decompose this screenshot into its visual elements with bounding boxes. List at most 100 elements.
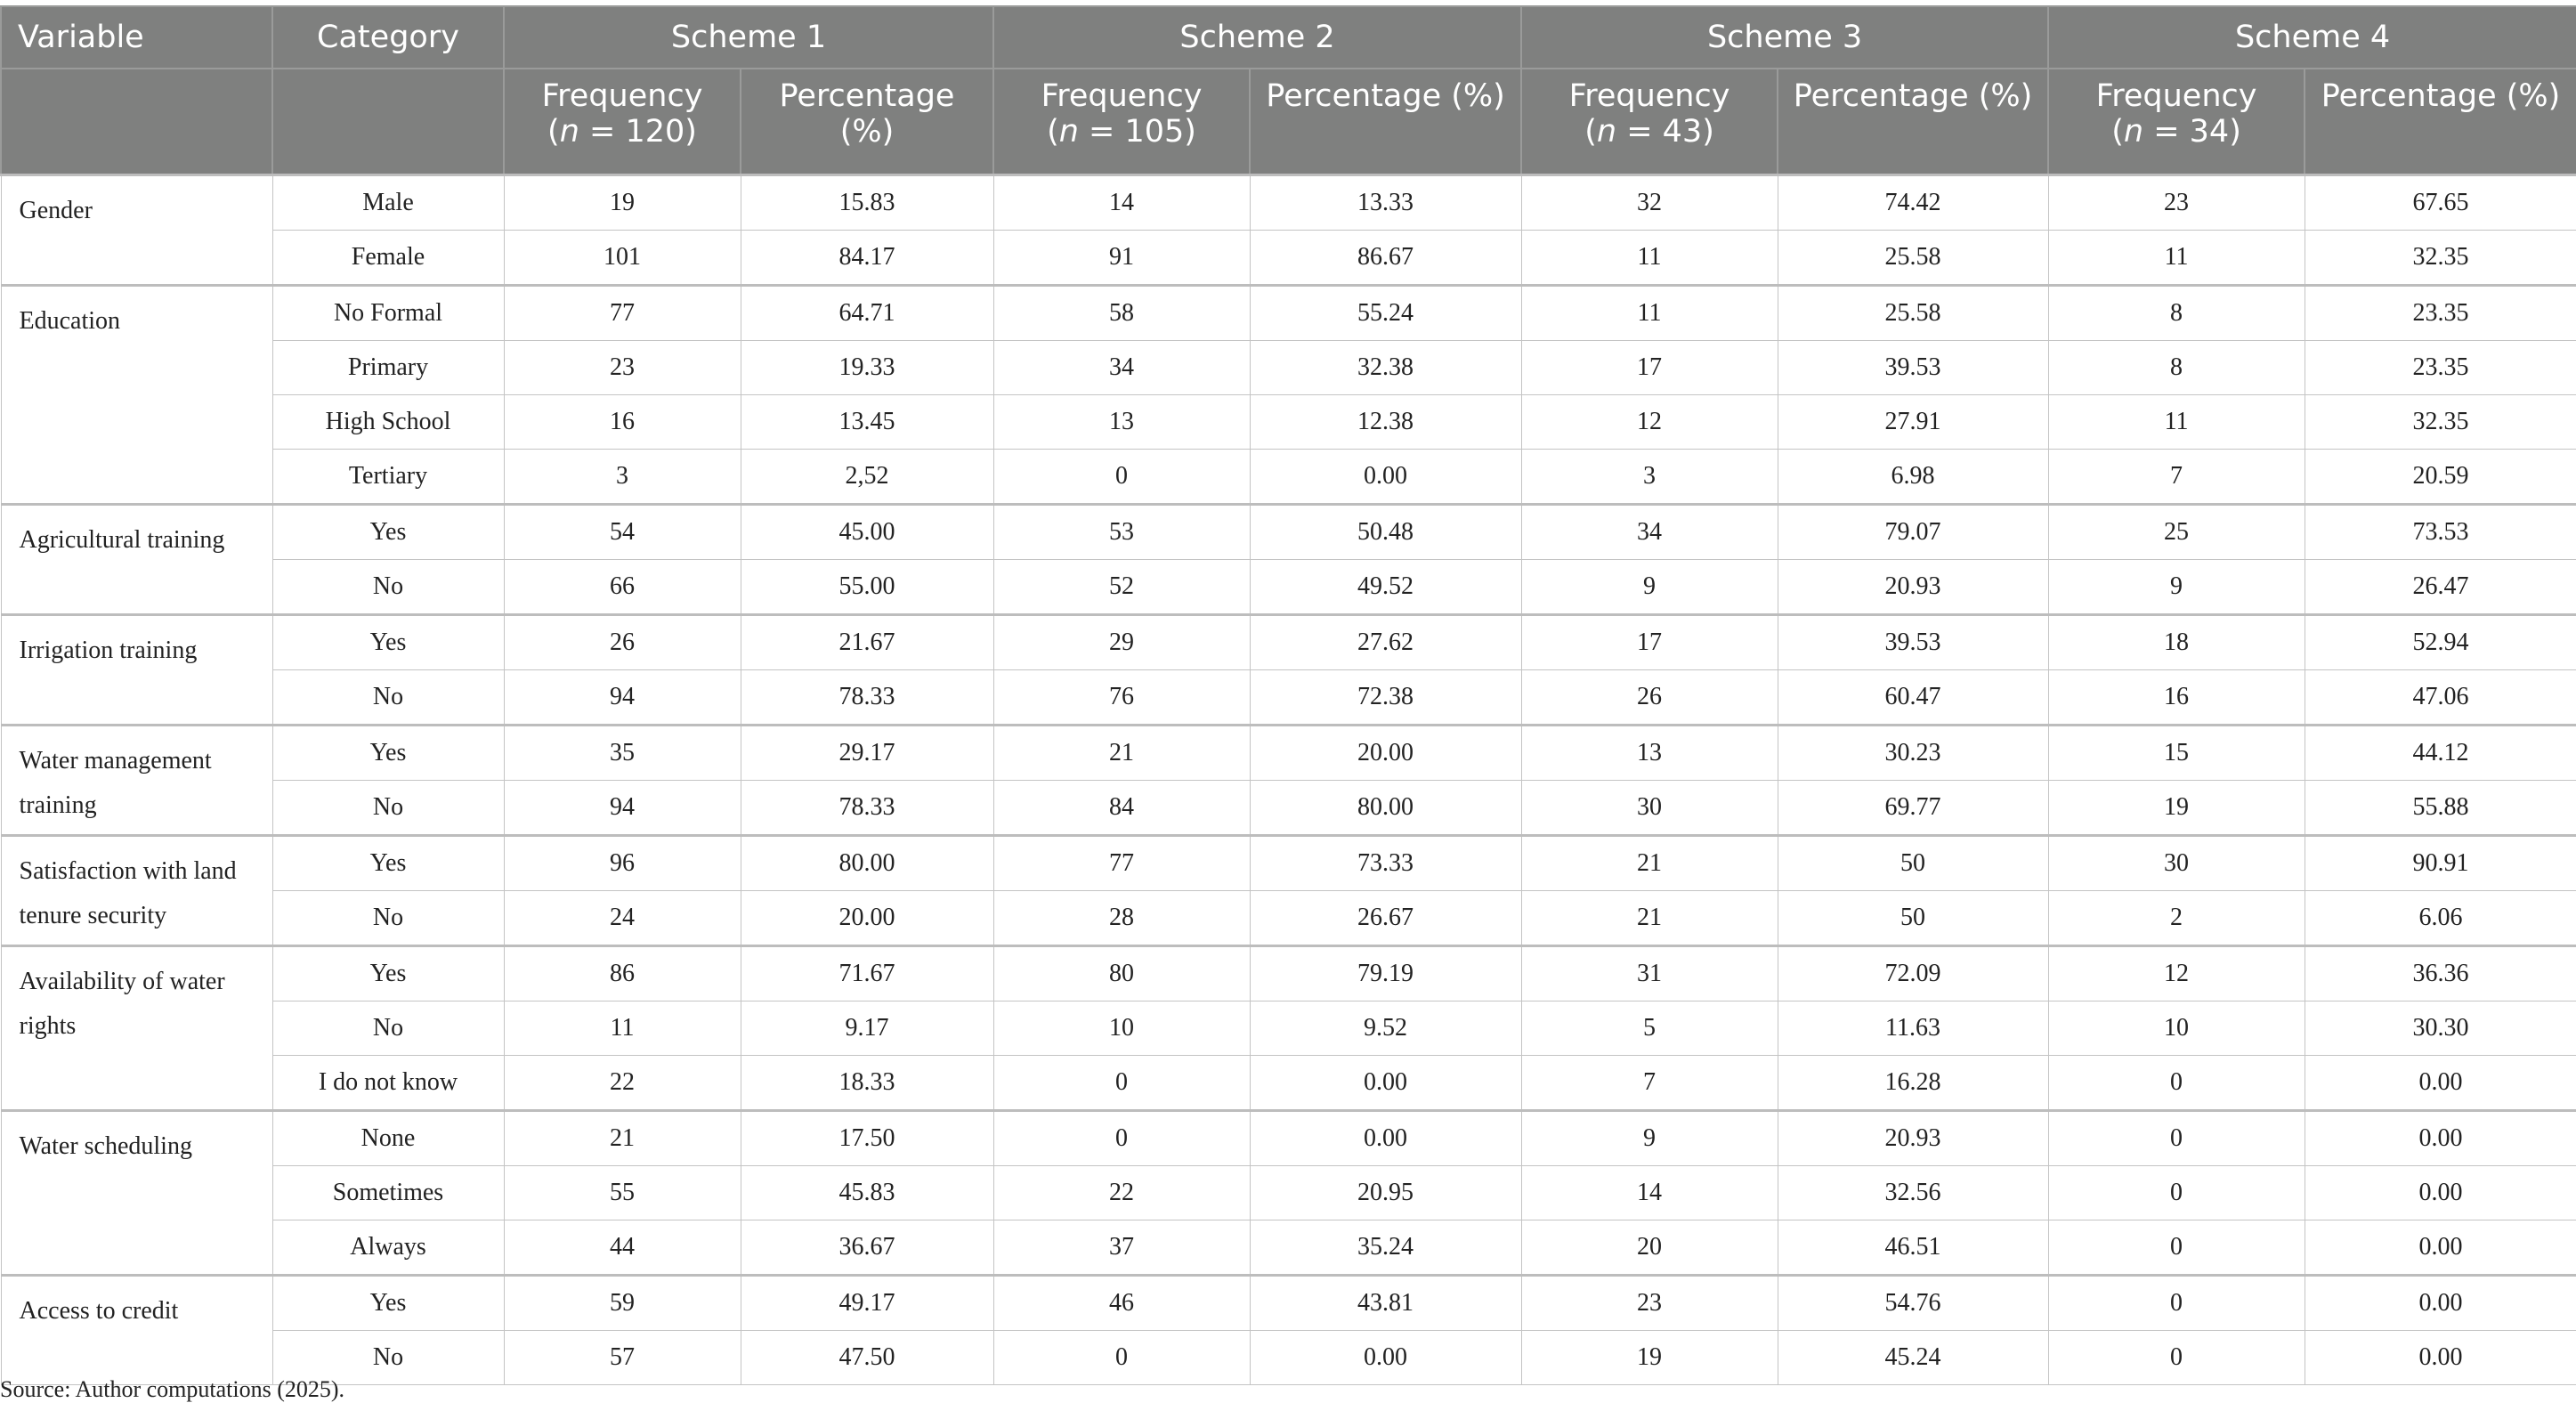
table-row: Education No Formal 77 64.71 58 55.24 11 25.58 8…: [0, 284, 2576, 505]
data-table: Variable Category Scheme 1 Scheme 2 Scheme…: [0, 5, 2576, 1385]
category-cell: No: [271, 669, 505, 726]
table-row: No 24 20.00 28 26.67 21 50 2 6.06: [1, 890, 2576, 946]
table-row: Satisfaction with land tenure security Ye…: [0, 834, 2576, 946]
frequency-cell: 19: [503, 174, 741, 231]
percentage-cell: 69.77: [1777, 780, 2049, 836]
percentage-cell: 74.42: [1777, 174, 2049, 231]
percentage-cell: 60.47: [1777, 669, 2049, 726]
n-value: = 43: [1616, 114, 1703, 150]
frequency-cell: 26: [503, 613, 741, 670]
percentage-cell: 20.93: [1777, 559, 2049, 615]
percentage-cell: 16.28: [1777, 1055, 2049, 1111]
frequency-cell: 31: [1520, 945, 1778, 1001]
frequency-cell: 18: [2047, 613, 2305, 670]
percentage-cell: 73.53: [2304, 503, 2576, 560]
percentage-cell: 45.00: [740, 503, 994, 560]
percentage-cell: 9.17: [740, 1001, 994, 1056]
frequency-cell: 101: [503, 230, 741, 286]
category-cell: Tertiary: [271, 449, 505, 505]
category-cell: No: [271, 890, 505, 946]
table-header: Variable Category Scheme 1 Scheme 2 Scheme…: [0, 5, 2576, 176]
frequency-cell: 21: [992, 724, 1251, 781]
n-value: = 120: [579, 114, 685, 150]
frequency-cell: 0: [992, 1055, 1251, 1111]
category-cell: Male: [271, 174, 505, 231]
frequency-cell: 5: [1520, 1001, 1778, 1056]
percentage-cell: 73.33: [1249, 834, 1522, 891]
category-cell: High School: [271, 394, 505, 450]
frequency-cell: 24: [503, 890, 741, 946]
percentage-cell: 64.71: [740, 284, 994, 341]
percentage-cell: 30.23: [1777, 724, 2049, 781]
header-percentage: Percentage (%): [2304, 68, 2576, 176]
percentage-cell: 20.93: [1777, 1109, 2049, 1166]
frequency-cell: 29: [992, 613, 1251, 670]
percentage-cell: 46.51: [1777, 1220, 2049, 1276]
percentage-cell: 0.00: [2304, 1274, 2576, 1331]
frequency-cell: 21: [503, 1109, 741, 1166]
percentage-cell: 23.35: [2304, 284, 2576, 341]
category-cell: None: [271, 1109, 505, 1166]
variable-cell: Irrigation training: [0, 613, 273, 726]
frequency-cell: 11: [2047, 230, 2305, 286]
table-row: Availability of water rights Yes 86 71.67 80…: [0, 945, 2576, 1111]
frequency-cell: 84: [992, 780, 1251, 836]
frequency-cell: 11: [1520, 284, 1778, 341]
percentage-cell: 15.83: [740, 174, 994, 231]
table-row: Always 44 36.67 37 35.24 20 46.51 0 0.00: [1, 1220, 2576, 1276]
percentage-cell: 36.67: [740, 1220, 994, 1276]
frequency-cell: 10: [2047, 1001, 2305, 1056]
frequency-cell: 44: [503, 1220, 741, 1276]
category-cell: Sometimes: [271, 1165, 505, 1220]
category-cell: No: [271, 1001, 505, 1056]
frequency-cell: 66: [503, 559, 741, 615]
table-row: Sometimes 55 45.83 22 20.95 14 32.56 0 0.00: [1, 1165, 2576, 1220]
frequency-cell: 21: [1520, 834, 1778, 891]
header-scheme: Scheme 1: [502, 5, 995, 69]
frequency-cell: 94: [503, 780, 741, 836]
percentage-cell: 6.06: [2304, 890, 2576, 946]
frequency-cell: 10: [992, 1001, 1251, 1056]
percentage-cell: 20.59: [2304, 449, 2576, 505]
category-cell: Yes: [271, 613, 505, 670]
frequency-cell: 28: [992, 890, 1251, 946]
percentage-cell: 79.19: [1249, 945, 1522, 1001]
frequency-cell: 34: [992, 340, 1251, 395]
variable-cell: Water scheduling: [0, 1109, 273, 1276]
percentage-cell: 0.00: [1249, 1055, 1522, 1111]
percentage-cell: 11.63: [1777, 1001, 2049, 1056]
percentage-cell: 25.58: [1777, 284, 2049, 341]
category-cell: No: [271, 780, 505, 836]
table-row: Primary 23 19.33 34 32.38 17 39.53 8 23.35: [1, 340, 2576, 395]
frequency-cell: 96: [503, 834, 741, 891]
frequency-cell: 30: [1520, 780, 1778, 836]
percentage-cell: 52.94: [2304, 613, 2576, 670]
percentage-cell: 27.91: [1777, 394, 2049, 450]
percentage-cell: 0.00: [2304, 1109, 2576, 1166]
percentage-cell: 26.47: [2304, 559, 2576, 615]
frequency-cell: 15: [2047, 724, 2305, 781]
percentage-cell: 21.67: [740, 613, 994, 670]
source-note: Source: Author computations (2025).: [0, 1376, 345, 1402]
frequency-cell: 57: [503, 1330, 741, 1385]
percentage-cell: 45.24: [1777, 1330, 2049, 1385]
header-percentage: Percentage (%): [1249, 68, 1523, 176]
percentage-cell: 0.00: [2304, 1330, 2576, 1385]
header-frequency: Frequency (n = 105): [992, 68, 1252, 176]
frequency-cell: 7: [2047, 449, 2305, 505]
percentage-cell: 50: [1777, 890, 2049, 946]
frequency-cell: 25: [2047, 503, 2305, 560]
category-cell: No: [271, 559, 505, 615]
percentage-cell: 19.33: [740, 340, 994, 395]
frequency-label: Frequency: [1041, 78, 1203, 114]
percentage-cell: 90.91: [2304, 834, 2576, 891]
header-scheme: Scheme 2: [992, 5, 1523, 69]
percentage-cell: 18.33: [740, 1055, 994, 1111]
frequency-cell: 3: [503, 449, 741, 505]
percentage-cell: 9.52: [1249, 1001, 1522, 1056]
frequency-cell: 14: [1520, 1165, 1778, 1220]
table-row: Access to credit Yes 59 49.17 46 43.81 23 54.76…: [0, 1274, 2576, 1385]
frequency-cell: 37: [992, 1220, 1251, 1276]
frequency-cell: 8: [2047, 340, 2305, 395]
frequency-cell: 0: [2047, 1165, 2305, 1220]
